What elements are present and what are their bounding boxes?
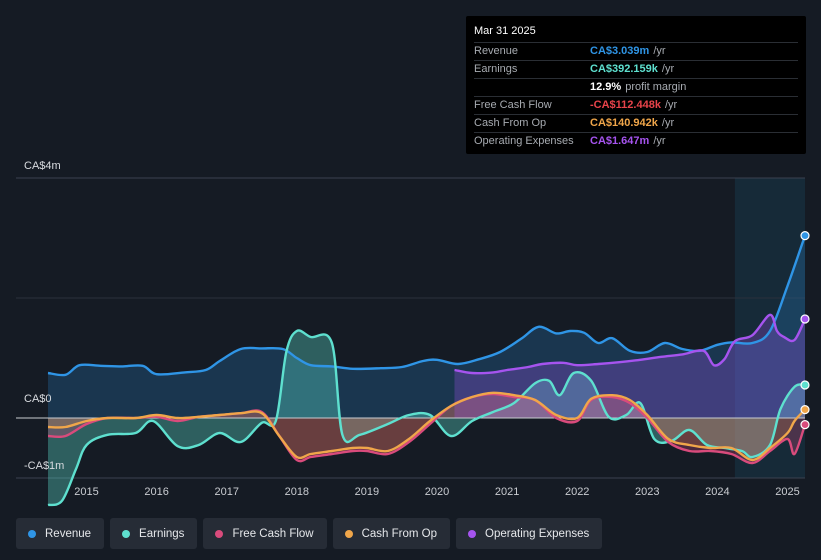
area-cash-from-op [48,392,805,460]
end-marker-operating-expenses [800,314,810,324]
x-axis-ticks: 2015 2016 2017 2018 2019 2020 2021 2022 2023 2024… [74,486,799,498]
legend-item[interactable]: Free Cash Flow [203,518,327,549]
tooltip-row: Cash From Op CA$140.942k/yr [474,115,798,133]
area-free-cash-flow [48,394,805,464]
tooltip-row: Operating Expenses CA$1.647m/yr [474,133,798,150]
line-revenue [47,235,807,377]
x-tick-label: 2025 [775,486,799,498]
y-label-bottom: -CA$1m [24,460,65,472]
tooltip-date: Mar 31 2025 [474,24,798,43]
line-cash-from-op [47,391,806,462]
line-operating-expenses [454,313,807,375]
tooltip-label: Operating Expenses [474,135,574,147]
area-revenue [48,235,805,418]
end-marker-revenue [800,231,810,241]
tooltip-value: -CA$112.448k [590,99,661,111]
x-tick-label: 2019 [355,486,379,498]
tooltip-label: Revenue [474,45,519,57]
tooltip-label: Free Cash Flow [474,99,552,111]
x-tick-label: 2024 [705,486,729,498]
legend-item[interactable]: Earnings [110,518,198,549]
x-tick-label: 2020 [425,486,449,498]
legend-dot-icon [28,529,36,538]
tooltip-value: 12.9% [590,81,622,93]
tooltip-label [474,79,590,96]
tooltip-label: Cash From Op [474,117,547,129]
financial-chart: 2015 2016 2017 2018 2019 2020 2021 2022 2023 2024… [16,177,810,507]
tooltip-value: CA$392.159k [590,63,658,75]
area-operating-expenses [454,314,805,418]
tooltip-row: Earnings CA$392.159k/yr [474,61,798,79]
x-tick-label: 2022 [565,486,589,498]
legend-label: Cash From Op [361,527,438,540]
legend-label: Free Cash Flow [232,527,314,540]
data-tooltip: Mar 31 2025 Revenue CA$3.039m/yr Earnings C… [466,16,806,154]
legend-dot-icon [215,529,224,538]
legend-dot-icon [122,529,131,538]
series-lines [47,235,807,507]
x-tick-label: 2015 [74,486,98,498]
tooltip-row: 12.9% profit margin [474,79,798,97]
legend-label: Revenue [45,527,92,540]
legend-dot-icon [468,529,477,538]
legend-item[interactable]: Operating Expenses [456,518,603,549]
x-tick-label: 2017 [214,486,238,498]
x-tick-label: 2023 [635,486,659,498]
y-label-top: CA$4m [24,160,61,172]
legend-item[interactable]: Cash From Op [332,518,451,549]
tooltip-value: CA$3.039m [590,45,650,57]
y-label-zero: CA$0 [24,393,52,405]
tooltip-label: Earnings [474,63,518,75]
tooltip-value: CA$140.942k [590,117,658,129]
tooltip-unit: /yr [664,99,678,111]
tooltip-unit: /yr [653,45,666,57]
tooltip-unit: profit margin [625,81,687,93]
end-marker-free-cash-flow [800,420,810,430]
legend-label: Operating Expenses [485,527,590,540]
end-marker-earnings [800,380,810,390]
x-tick-label: 2018 [285,486,309,498]
tooltip-row: Revenue CA$3.039m/yr [474,43,798,61]
tooltip-value: CA$1.647m [590,135,650,147]
x-tick-label: 2016 [144,486,168,498]
series-end-markers [800,231,810,430]
legend-dot-icon [344,529,353,538]
legend-label: Earnings [139,527,185,540]
x-tick-label: 2021 [495,486,519,498]
forecast-shaded-region [734,178,805,478]
tooltip-unit: /yr [661,117,675,129]
line-earnings [47,329,806,507]
chart-legend: Revenue Earnings Free Cash Flow Cash From O… [16,518,603,549]
legend-item[interactable]: Revenue [16,518,105,549]
tooltip-unit: /yr [661,63,675,75]
tooltip-row: Free Cash Flow -CA$112.448k/yr [474,97,798,115]
end-marker-cash-from-op [800,405,810,415]
tooltip-unit: /yr [653,135,666,147]
series-areas [48,235,805,505]
